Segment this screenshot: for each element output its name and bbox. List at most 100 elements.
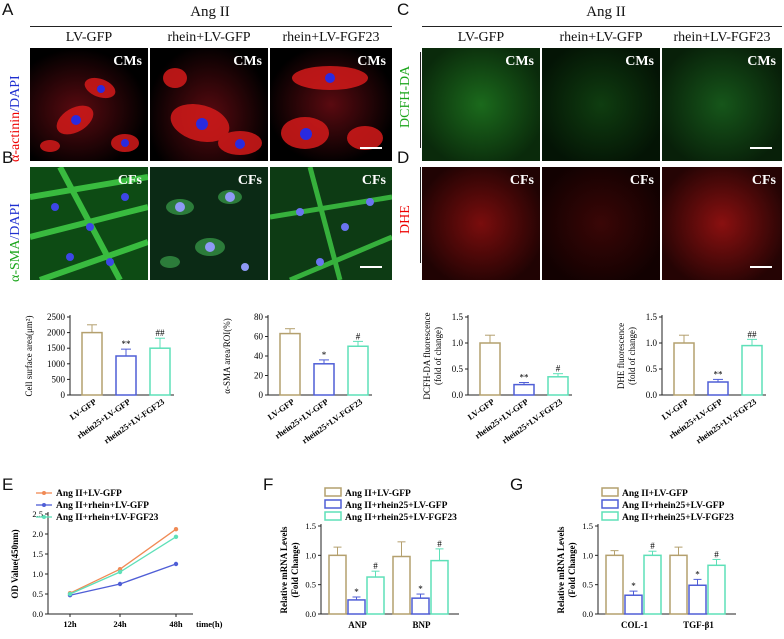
y-axis-label: Cell surface area(μm²) bbox=[24, 316, 34, 397]
y-tick-label: 1.5 bbox=[646, 312, 658, 322]
panel-label-b: B bbox=[2, 148, 14, 167]
cell-tag-b-2: CFs bbox=[237, 173, 262, 188]
y-tick-label: 1000 bbox=[47, 359, 66, 369]
y-axis-label-2: (Fold Change) bbox=[290, 542, 300, 597]
bar bbox=[547, 376, 569, 396]
bar-chart-a-sma-area: 0 20 40 60 80 α-SMA area/ROI(%) LV-GFP * rhein25… bbox=[222, 312, 372, 446]
y-tick-label: 0.5 bbox=[452, 364, 464, 374]
y-tick-label: 1.5 bbox=[305, 521, 316, 531]
y-tick-label: 0.5 bbox=[32, 589, 43, 599]
x-tick-label: rhein25+LV-FGF23 bbox=[300, 396, 364, 445]
cell-tag-a-2: CMs bbox=[233, 54, 262, 69]
bar bbox=[313, 363, 335, 396]
x-tick-label: rhein25+LV-FGF23 bbox=[102, 396, 166, 445]
column-label-right-3: rhein+LV-FGF23 bbox=[673, 30, 771, 45]
y-tick-label: 40 bbox=[254, 351, 264, 361]
x-tick-label: LV-GFP bbox=[660, 396, 691, 422]
cell-tag-b-1: CFs bbox=[117, 173, 142, 188]
significance-mark: # bbox=[650, 541, 655, 551]
x-tick-label: LV-GFP bbox=[68, 396, 99, 422]
bar bbox=[479, 342, 501, 396]
significance-mark: * bbox=[354, 587, 359, 597]
bar-chart-anp-bnp: 0.0 0.5 1.0 1.5 Relative mRNA Levels (Fold Ch… bbox=[279, 487, 459, 630]
bar bbox=[392, 555, 411, 615]
header-divider-right bbox=[422, 26, 782, 27]
series-line bbox=[69, 563, 177, 596]
legend-marker bbox=[42, 503, 46, 507]
cell-tag-b-3: CFs bbox=[361, 173, 386, 188]
y-axis-label: α-SMA area/ROI(%) bbox=[222, 318, 232, 393]
micrograph-a-rhein-lv-gfp: CMs bbox=[150, 48, 268, 161]
panel-label-e: E bbox=[2, 475, 14, 494]
legend-label: Ang II+LV-GFP bbox=[622, 489, 688, 499]
bar bbox=[643, 554, 662, 615]
legend-swatch bbox=[324, 487, 342, 497]
panel-label-d: D bbox=[397, 148, 410, 167]
bar-chart-dhe: 0.0 0.5 1.0 1.5 DHE fluorescence (fold of cha… bbox=[616, 312, 766, 446]
y-tick-label: 1.0 bbox=[32, 569, 43, 579]
micrograph-b-lv-gfp: CFs bbox=[30, 167, 148, 280]
significance-mark: # bbox=[556, 364, 561, 374]
bar-chart-dcfh-da: 0.0 0.5 1.0 1.5 DCFH-DA fluorescence (fold of… bbox=[422, 312, 572, 446]
significance-mark: # bbox=[437, 539, 442, 549]
significance-mark: ** bbox=[714, 369, 724, 379]
scale-bar bbox=[360, 266, 382, 268]
cell-tag-d-1: CFs bbox=[509, 173, 534, 188]
bar bbox=[279, 332, 301, 396]
y-tick-label: 0.0 bbox=[646, 390, 658, 400]
legend-swatch bbox=[324, 499, 342, 509]
legend-marker bbox=[42, 491, 46, 495]
legend-label: Ang II+rhein+LV-GFP bbox=[56, 501, 149, 511]
legend-label: Ang II+LV-GFP bbox=[56, 489, 122, 499]
y-tick-label: 2000 bbox=[47, 328, 66, 338]
y-tick-label: 60 bbox=[254, 332, 264, 342]
data-point bbox=[173, 561, 179, 567]
significance-mark: * bbox=[631, 581, 636, 591]
significance-mark: # bbox=[356, 331, 361, 341]
column-label-left-1: LV-GFP bbox=[65, 30, 113, 45]
data-point bbox=[117, 581, 123, 587]
y-tick-label: 80 bbox=[254, 312, 264, 322]
significance-mark: ## bbox=[748, 329, 758, 339]
scale-bar bbox=[750, 266, 772, 268]
micrograph-c-lv-gfp: CMs bbox=[422, 48, 540, 161]
y-axis-label-2: (Fold Change) bbox=[567, 542, 577, 597]
data-point bbox=[117, 569, 123, 575]
y-tick-label: 0 bbox=[61, 390, 66, 400]
y-axis-label: Relative mRNA Levels bbox=[279, 526, 289, 613]
y-axis-label: DCFH-DA fluorescence bbox=[422, 312, 432, 399]
bar bbox=[624, 594, 643, 615]
x-tick-label: ANP bbox=[348, 620, 367, 630]
row-label-b: α-SMA/DAPI bbox=[8, 203, 23, 282]
y-axis-label-2: (fold of change) bbox=[433, 327, 443, 385]
x-tick-label: LV-GFP bbox=[266, 396, 297, 422]
legend-label: Ang II+rhein25+LV-FGF23 bbox=[622, 513, 734, 523]
column-label-right-2: rhein+LV-GFP bbox=[559, 30, 643, 45]
y-axis-label: DHE fluorescence bbox=[616, 323, 626, 389]
y-axis-label-2: (fold of change) bbox=[627, 327, 637, 385]
panel-label-a: A bbox=[2, 0, 14, 19]
bar bbox=[411, 597, 430, 615]
micrograph-b-rhein-lv-gfp: CFs bbox=[150, 167, 268, 280]
bar bbox=[430, 559, 449, 615]
significance-mark: * bbox=[322, 350, 327, 360]
x-tick-label: LV-GFP bbox=[466, 396, 497, 422]
significance-mark: ** bbox=[122, 339, 132, 349]
micrograph-d-lv-gfp: CFs bbox=[422, 167, 540, 280]
x-tick-label: rhein25+LV-FGF23 bbox=[500, 396, 564, 445]
bar bbox=[688, 584, 707, 615]
data-point bbox=[173, 527, 179, 532]
bar bbox=[707, 381, 729, 396]
significance-mark: ** bbox=[520, 373, 530, 383]
legend-swatch bbox=[601, 499, 619, 509]
legend-label: Ang II+rhein25+LV-FGF23 bbox=[345, 513, 457, 523]
cell-tag-d-2: CFs bbox=[629, 173, 654, 188]
bar-chart-col1-tgfb: 0.0 0.5 1.0 1.5 Relative mRNA Levels (Fold Ch… bbox=[556, 487, 736, 630]
treatment-label-left: Ang II bbox=[190, 4, 230, 20]
significance-mark: * bbox=[418, 584, 423, 594]
y-axis-label: Relative mRNA Levels bbox=[556, 526, 566, 613]
y-tick-label: 1500 bbox=[47, 343, 66, 353]
x-tick-label: BNP bbox=[413, 620, 432, 630]
micrograph-b-rhein-lv-fgf23: CFs bbox=[270, 167, 392, 280]
cell-tag-c-2: CMs bbox=[625, 54, 654, 69]
